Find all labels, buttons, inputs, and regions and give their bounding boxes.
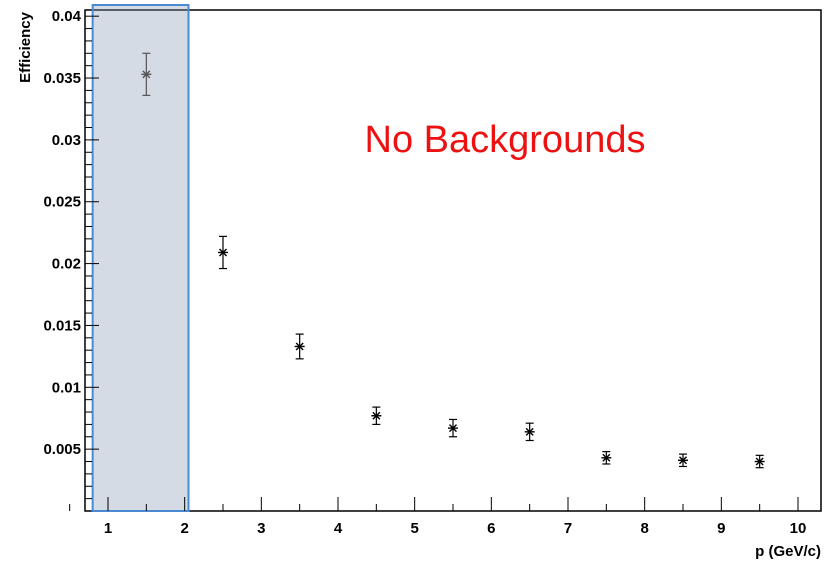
highlight-box — [91, 4, 190, 512]
x-tick-label: 1 — [104, 520, 112, 537]
x-axis-title: p (GeV/c) — [755, 543, 821, 560]
marker — [449, 424, 457, 433]
marker — [372, 411, 381, 420]
x-tick-label: 6 — [487, 520, 495, 537]
data-points — [141, 52, 765, 469]
marker — [295, 342, 304, 351]
y-tick-label: 0.015 — [43, 317, 81, 334]
x-tick-label: 2 — [180, 520, 188, 537]
x-tick-label: 3 — [257, 520, 265, 537]
marker — [142, 70, 151, 79]
y-axis-title: Efficiency — [17, 11, 34, 83]
data-point — [294, 333, 305, 360]
x-tick-label: 9 — [717, 520, 725, 537]
data-point — [754, 454, 765, 469]
data-point — [524, 422, 535, 442]
y-tick-label: 0.02 — [52, 256, 81, 273]
x-tick-label: 8 — [640, 520, 648, 537]
y-tick-label: 0.005 — [43, 441, 81, 458]
x-tick-label: 4 — [334, 520, 343, 537]
marker — [755, 457, 764, 466]
y-tick-label: 0.03 — [52, 132, 81, 149]
x-axis-ticks: 1 2 3 4 5 6 7 8 9 10 — [69, 497, 807, 537]
data-point — [371, 406, 382, 426]
x-tick-label: 5 — [410, 520, 418, 537]
marker — [525, 427, 534, 436]
marker — [679, 456, 687, 465]
x-tick-label: 10 — [790, 520, 807, 537]
y-tick-label: 0.01 — [52, 379, 81, 396]
marker — [219, 248, 227, 257]
marker — [602, 453, 611, 462]
data-point — [601, 451, 612, 465]
data-point — [448, 418, 458, 438]
data-point — [218, 235, 228, 270]
x-tick-label: 7 — [564, 520, 572, 537]
y-axis-ticks: 0.005 0.01 0.015 0.02 0.025 0.03 0.035 0.04 — [43, 8, 99, 500]
data-point — [141, 52, 152, 96]
y-tick-label: 0.035 — [43, 70, 81, 87]
y-tick-label: 0.025 — [43, 194, 81, 211]
annotation-text: No Backgrounds — [365, 119, 646, 161]
data-point — [678, 453, 688, 468]
y-tick-label: 0.04 — [52, 8, 82, 25]
